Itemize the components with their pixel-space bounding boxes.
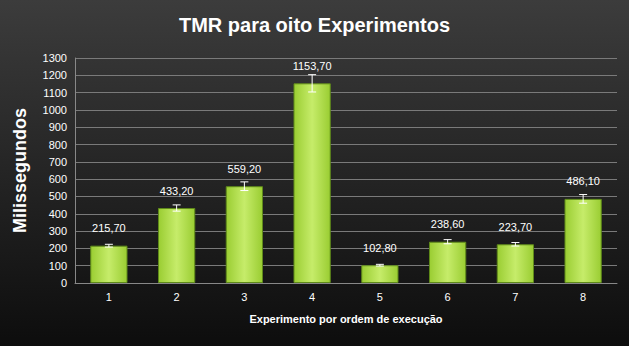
svg-text:5: 5 <box>377 291 383 303</box>
svg-text:559,20: 559,20 <box>228 163 262 175</box>
svg-text:800: 800 <box>49 139 67 151</box>
svg-text:2: 2 <box>174 291 180 303</box>
svg-text:1: 1 <box>106 291 112 303</box>
svg-text:0: 0 <box>61 277 67 289</box>
svg-text:1300: 1300 <box>43 52 67 64</box>
svg-text:1200: 1200 <box>43 69 67 81</box>
svg-text:433,20: 433,20 <box>160 185 194 197</box>
svg-text:6: 6 <box>445 291 451 303</box>
svg-text:100: 100 <box>49 260 67 272</box>
svg-text:8: 8 <box>580 291 586 303</box>
svg-text:4: 4 <box>309 291 315 303</box>
svg-text:215,70: 215,70 <box>92 222 126 234</box>
svg-text:600: 600 <box>49 173 67 185</box>
svg-text:1153,70: 1153,70 <box>293 60 332 72</box>
svg-text:300: 300 <box>49 225 67 237</box>
svg-text:200: 200 <box>49 242 67 254</box>
svg-text:700: 700 <box>49 156 67 168</box>
svg-text:223,70: 223,70 <box>499 221 533 233</box>
svg-text:900: 900 <box>49 121 67 133</box>
svg-text:500: 500 <box>49 190 67 202</box>
svg-text:1000: 1000 <box>43 104 67 116</box>
svg-text:1100: 1100 <box>43 87 67 99</box>
svg-text:7: 7 <box>512 291 518 303</box>
svg-text:Experimento por ordem de execu: Experimento por ordem de execução <box>249 313 442 325</box>
svg-text:238,60: 238,60 <box>431 218 465 230</box>
svg-text:Milissegundos: Milissegundos <box>10 108 30 233</box>
svg-text:TMR para oito Experimentos: TMR para oito Experimentos <box>179 14 450 36</box>
svg-text:486,10: 486,10 <box>566 175 600 187</box>
svg-text:102,80: 102,80 <box>363 242 397 254</box>
svg-text:3: 3 <box>241 291 247 303</box>
svg-text:400: 400 <box>49 208 67 220</box>
